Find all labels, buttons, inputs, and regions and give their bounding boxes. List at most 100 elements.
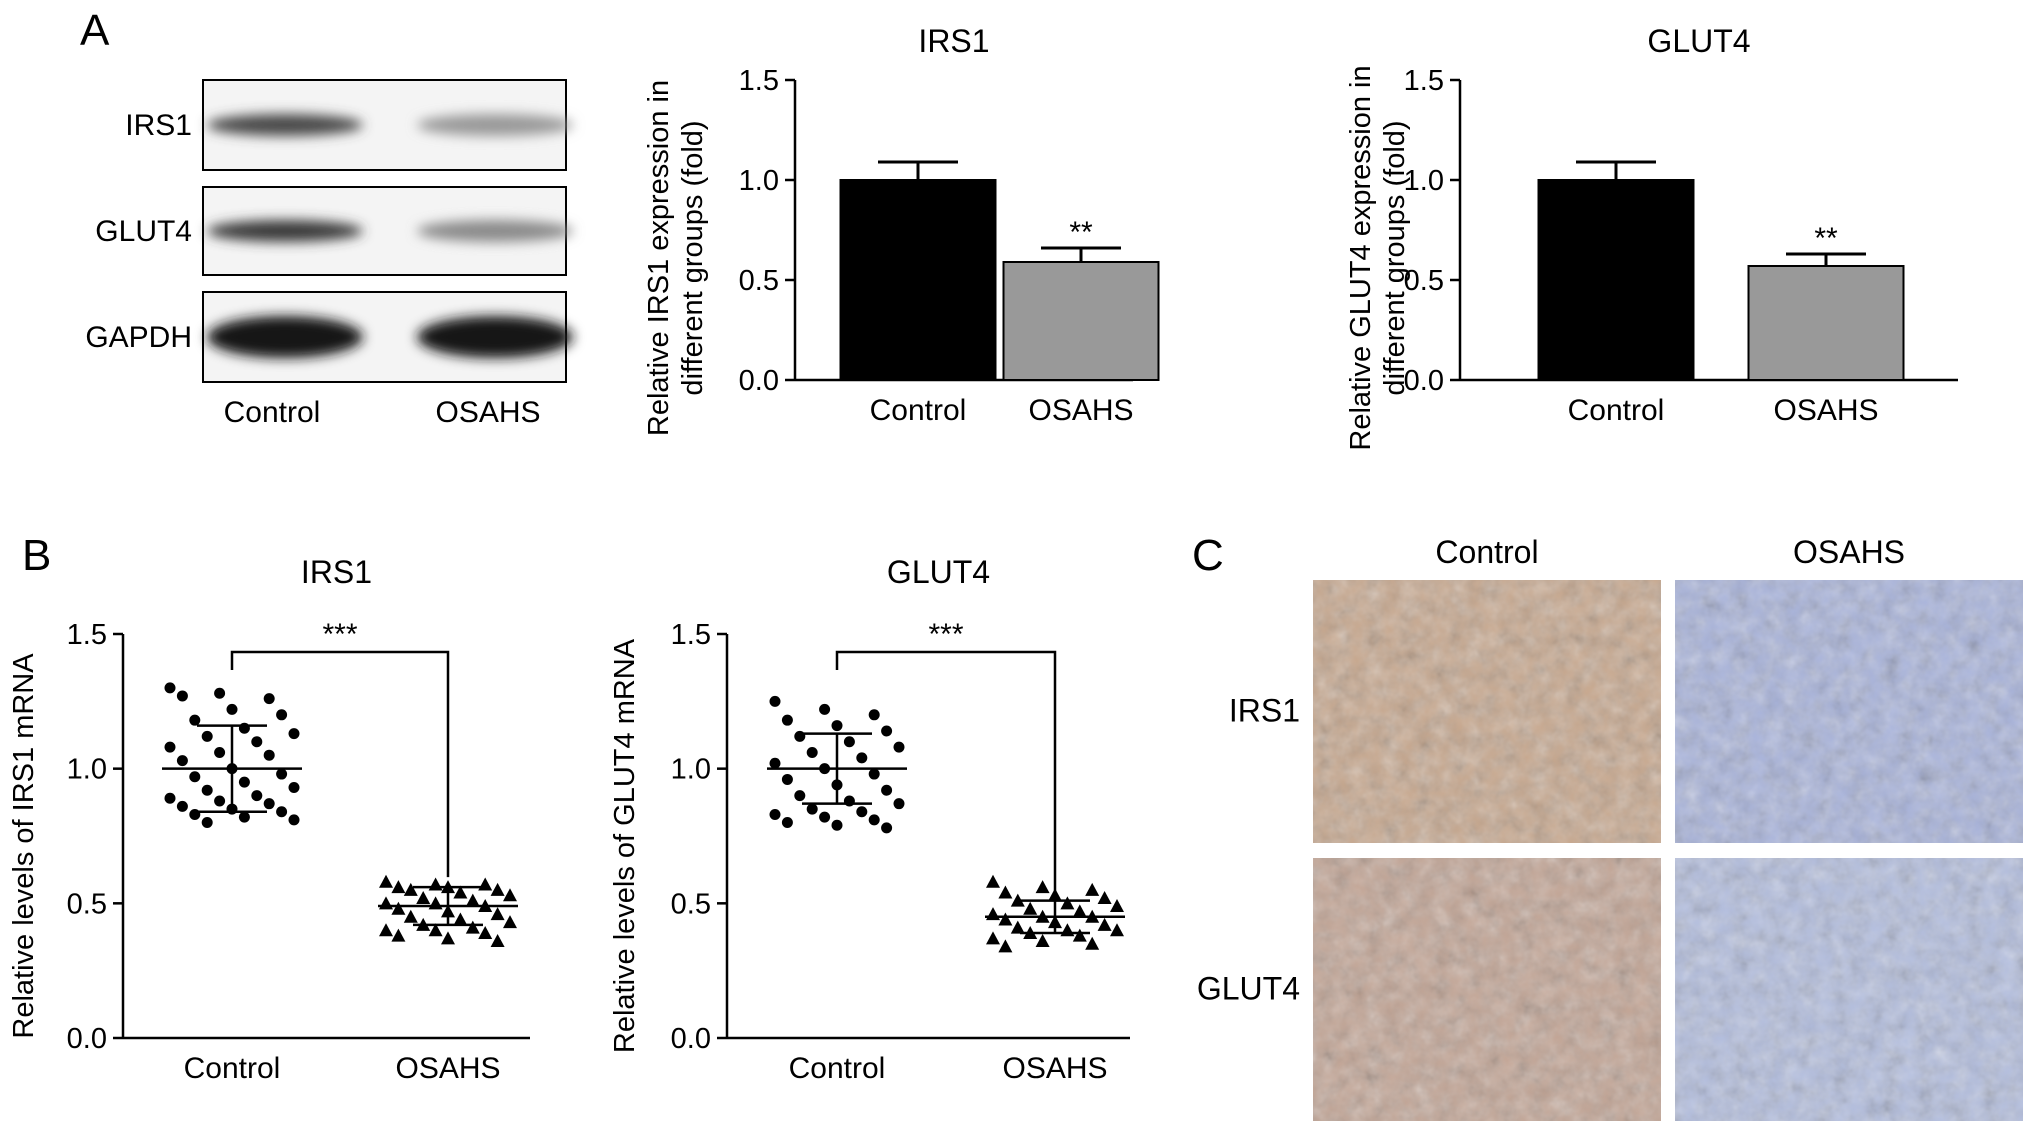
data-point — [806, 747, 818, 759]
ihc-image-texture — [1675, 858, 2023, 1121]
data-point — [1072, 928, 1087, 942]
data-point — [1110, 899, 1124, 913]
data-point — [998, 939, 1013, 953]
significance-label: ** — [1069, 216, 1093, 249]
irs1-protein-bar-chart: IRS1 0.0 0.5 1.0 1.5 Relative IRS1 expression… — [643, 23, 1160, 436]
data-point — [831, 720, 843, 732]
data-point — [379, 896, 393, 910]
chart-title: IRS1 — [918, 23, 989, 59]
chart-title: GLUT4 — [1647, 23, 1750, 59]
data-point — [881, 822, 893, 834]
y-axis-label: Relative GLUT4 expression indifferent gr… — [1345, 65, 1411, 450]
data-point — [1010, 920, 1025, 934]
data-point — [503, 888, 517, 902]
y-tick-label: 1.0 — [67, 754, 107, 786]
blot-band — [417, 220, 573, 242]
ihc-row-label: IRS1 — [1229, 693, 1300, 729]
blot-band — [417, 114, 573, 136]
data-point — [1060, 923, 1075, 937]
y-tick-label: 0.0 — [1404, 365, 1444, 397]
data-point — [1035, 880, 1050, 894]
data-point — [831, 819, 843, 831]
data-point — [276, 768, 288, 780]
data-point — [379, 923, 393, 937]
significance-bracket — [230, 650, 450, 878]
panel-label-c: C — [1192, 531, 1224, 580]
blot-row-label: GLUT4 — [95, 215, 192, 248]
data-point — [164, 792, 176, 804]
data-point — [263, 798, 275, 810]
y-axis-label: Relative levels of IRS1 mRNA — [8, 653, 40, 1039]
data-point — [403, 909, 418, 923]
data-point — [403, 882, 418, 896]
data-point — [379, 874, 393, 888]
y-tick-label: 1.5 — [739, 65, 779, 97]
data-point — [986, 907, 1000, 921]
ihc-row-label: GLUT4 — [1197, 971, 1300, 1007]
data-point — [769, 757, 781, 769]
y-axis-label: Relative IRS1 expression indifferent gro… — [643, 80, 709, 436]
data-point — [176, 800, 188, 812]
blot-row-label: IRS1 — [125, 109, 192, 142]
data-point — [490, 934, 505, 948]
x-tick-label: Control — [870, 394, 967, 427]
blot-lane-label: OSAHS — [435, 396, 540, 429]
blot-band — [207, 114, 363, 136]
y-tick-label: 1.5 — [67, 619, 107, 651]
data-point — [986, 874, 1000, 888]
y-axis-label-line: Relative IRS1 expression in — [643, 80, 675, 436]
data-point — [1023, 901, 1038, 915]
data-point — [428, 923, 443, 937]
significance-label: *** — [322, 618, 357, 651]
data-point — [868, 709, 880, 721]
data-point — [276, 806, 288, 818]
ihc-column-label: Control — [1435, 534, 1538, 570]
data-point — [416, 890, 431, 904]
data-point — [391, 880, 406, 894]
panel-label-a: A — [80, 6, 110, 55]
x-tick-label: OSAHS — [395, 1052, 500, 1085]
western-blot: IRS1 GLUT4 GAPDH Control OSAHS — [85, 79, 573, 429]
x-tick-label: OSAHS — [1028, 394, 1133, 427]
blot-row-label: GAPDH — [85, 321, 192, 354]
data-point — [843, 736, 855, 748]
bar — [1537, 179, 1695, 381]
data-point — [164, 741, 176, 753]
y-tick-label: 1.5 — [671, 619, 711, 651]
data-point — [1048, 888, 1062, 902]
chart-title: IRS1 — [301, 554, 372, 590]
ihc-image-grid: Control OSAHS IRS1 GLUT4 — [1197, 534, 2023, 1121]
data-point — [893, 741, 905, 753]
data-point — [1085, 936, 1100, 950]
bar — [839, 179, 997, 381]
data-point — [781, 714, 793, 726]
data-point — [251, 790, 263, 802]
data-point — [176, 690, 188, 702]
data-point — [986, 931, 1000, 945]
data-point — [251, 736, 263, 748]
y-tick-label: 1.0 — [671, 754, 711, 786]
data-point — [189, 771, 201, 783]
ihc-image-texture — [1675, 580, 2023, 843]
y-tick-label: 0.0 — [67, 1023, 107, 1055]
data-point — [819, 703, 831, 715]
data-point — [238, 776, 250, 788]
data-point — [478, 877, 493, 891]
data-point — [176, 755, 188, 767]
data-point — [868, 814, 880, 826]
data-point — [503, 915, 517, 929]
panel-label-b: B — [22, 531, 51, 580]
blot-lane-label: Control — [224, 396, 321, 429]
data-point — [189, 714, 201, 726]
data-point — [214, 795, 226, 807]
data-point — [391, 901, 406, 915]
data-point — [465, 893, 480, 907]
data-point — [276, 709, 288, 721]
significance-label: ** — [1814, 222, 1838, 255]
data-point — [881, 784, 893, 796]
glut4-mrna-scatter-chart: GLUT4 0.0 0.5 1.0 1.5 Relative levels of GLUT… — [609, 554, 1130, 1085]
data-point — [769, 808, 781, 820]
y-tick-label: 0.5 — [671, 888, 711, 920]
data-point — [428, 896, 443, 910]
